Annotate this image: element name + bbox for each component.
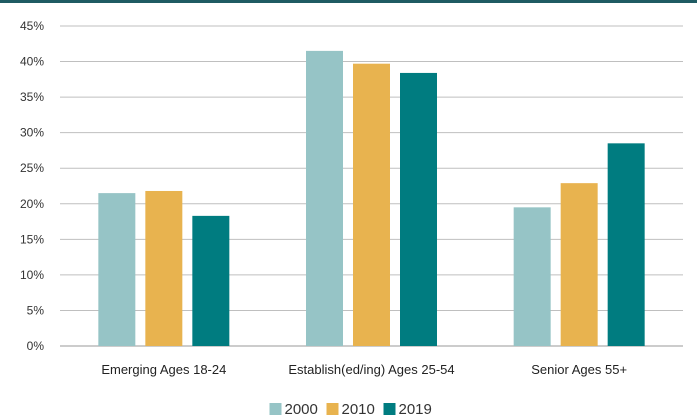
bar-2019 bbox=[400, 72, 437, 346]
legend-label: 2019 bbox=[399, 401, 432, 418]
legend-swatch-2019 bbox=[383, 403, 396, 415]
bar-2010 bbox=[353, 63, 390, 346]
top-rule bbox=[0, 0, 697, 3]
y-tick-label: 30% bbox=[20, 126, 44, 140]
category-label: Senior Ages 55+ bbox=[531, 362, 627, 377]
y-tick-label: 15% bbox=[20, 232, 44, 246]
bar-2000 bbox=[306, 50, 343, 347]
category-label: Emerging Ages 18-24 bbox=[101, 362, 226, 377]
y-tick-label: 5% bbox=[27, 303, 45, 317]
bar-2010 bbox=[145, 190, 183, 346]
legend-swatch-2010 bbox=[326, 403, 339, 415]
y-tick-label: 0% bbox=[27, 339, 45, 353]
bar-2010 bbox=[560, 183, 598, 346]
legend-swatch-2000 bbox=[269, 403, 282, 415]
bar-2019 bbox=[607, 143, 645, 346]
y-tick-label: 40% bbox=[20, 55, 44, 69]
y-tick-label: 10% bbox=[20, 268, 44, 282]
bar-2019 bbox=[192, 215, 230, 346]
legend-label: 2000 bbox=[285, 401, 318, 418]
y-tick-label: 45% bbox=[20, 19, 44, 33]
bar-2000 bbox=[513, 207, 551, 346]
y-tick-label: 25% bbox=[20, 161, 44, 175]
legend-label: 2010 bbox=[342, 401, 375, 418]
y-tick-label: 20% bbox=[20, 197, 44, 211]
bar-2000 bbox=[98, 193, 136, 346]
y-tick-label: 35% bbox=[20, 90, 44, 104]
category-label: Establish(ed/ing) Ages 25-54 bbox=[288, 362, 454, 377]
